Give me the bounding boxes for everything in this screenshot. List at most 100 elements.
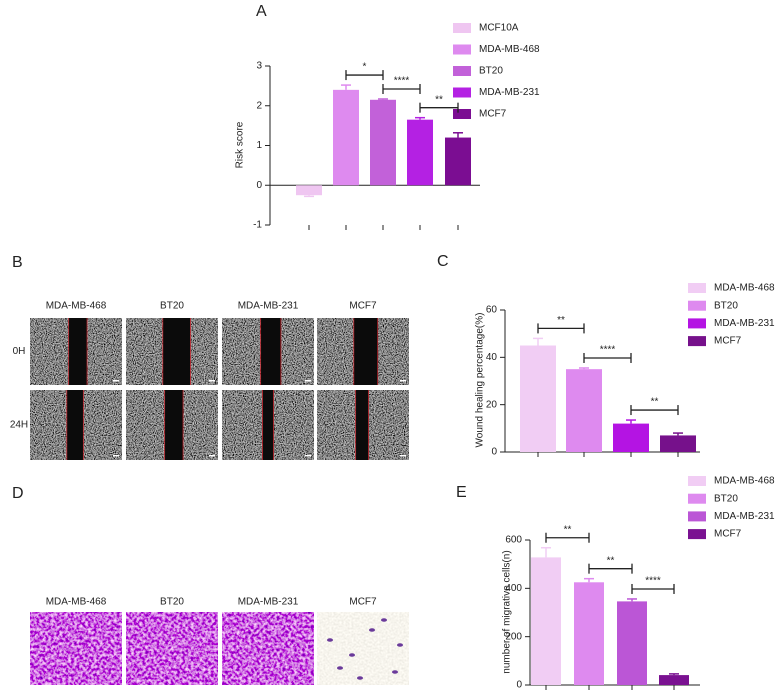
legend-swatch [688,511,706,522]
cell [381,618,387,622]
wound-gap [262,390,274,460]
legend-label: MCF7 [714,529,742,540]
significance-label: ** [651,397,659,408]
cell [337,666,343,670]
cell [327,638,333,642]
wound-gap [355,390,369,460]
row-label: 24H [10,420,28,431]
y-tick-label: 0 [516,680,522,691]
panel-label: E [456,484,467,501]
chart: C Wound healing percentage(%) 0 20 40 60 MDA-M… [437,253,775,457]
cell [397,643,403,647]
legend-label: BT20 [479,66,503,77]
wound-gap [260,318,281,385]
legend-label: MDA-MB-231 [714,318,775,329]
wound-gap [164,390,184,460]
cell [369,628,375,632]
y-tick-label: 0 [491,447,497,458]
legend-swatch [688,529,706,540]
y-tick-label: 40 [486,352,498,363]
legend-swatch [453,109,471,119]
legend-swatch [453,87,471,98]
scale-bar [209,380,215,382]
micrograph [222,612,314,685]
bar [531,557,561,685]
legend-label: MDA-MB-468 [714,283,775,294]
scale-bar [400,380,406,382]
y-tick-label: 2 [256,100,262,111]
y-tick-label: 600 [505,535,522,546]
y-axis-label: Risk score [235,121,246,168]
micrograph [30,612,122,685]
micrograph [317,612,409,685]
legend-swatch [453,66,471,76]
bar [574,582,604,685]
cell [357,676,363,680]
significance-label: * [363,62,367,73]
legend-swatch [453,23,471,33]
panel-label: A [256,3,267,20]
bar [613,423,649,452]
bar [617,601,647,685]
bar [566,369,602,452]
chart: A Risk score -1 0 1 2 3 MCF10A MDA-MB-468 BT20 MDA… [235,3,540,230]
legend-label: MDA-MB-468 [714,476,775,487]
column-label: MCF7 [349,597,377,608]
legend-label: MDA-MB-231 [714,511,775,522]
significance-label: **** [394,76,410,87]
column-label: BT20 [160,597,184,608]
y-tick-label: 0 [256,180,262,191]
bar [333,89,359,186]
cell [349,653,355,657]
bar [296,185,322,196]
legend-swatch [688,336,706,347]
panel-label: C [437,253,449,270]
wound-gap [66,390,84,460]
legend-swatch [688,318,706,329]
bar [370,99,396,186]
bar [659,675,689,685]
cell [392,670,398,674]
scale-bar [113,380,119,382]
significance-label: ** [564,524,572,535]
legend-label: MDA-MB-468 [479,44,540,55]
bar [660,435,696,452]
wound-gap [68,318,88,385]
legend-swatch [453,44,471,55]
column-label: MDA-MB-231 [238,597,299,608]
y-tick-label: 60 [486,305,498,316]
bar [445,137,471,186]
legend-label: BT20 [714,493,738,504]
y-tick-label: 400 [505,583,522,594]
wound-gap [162,318,191,385]
scale-bar [400,455,406,457]
scale-bar [305,380,311,382]
legend-label: MCF7 [714,336,742,347]
significance-label: ** [557,315,565,326]
legend-swatch [688,493,706,504]
y-axis-label: number of migrative cells(n) [502,550,513,673]
column-label: MDA-MB-468 [46,597,107,608]
column-label: MCF7 [349,301,377,312]
significance-label: ** [435,94,443,105]
y-tick-label: 3 [256,61,262,72]
column-label: BT20 [160,301,184,312]
scale-bar [113,455,119,457]
legend-label: MCF7 [479,109,507,120]
bar [520,345,556,452]
scale-bar [209,455,215,457]
legend-swatch [688,476,706,486]
legend-label: BT20 [714,300,738,311]
y-tick-label: 200 [505,631,522,642]
legend-swatch [688,283,706,293]
panel-label: B [12,254,23,271]
significance-label: **** [600,345,616,356]
y-tick-label: 1 [256,140,262,151]
y-tick-label: 20 [486,399,498,410]
micrograph [126,612,218,685]
significance-label: ** [607,555,615,566]
y-axis-label: Wound healing percentage(%) [475,313,486,448]
y-tick-label: -1 [253,220,262,231]
